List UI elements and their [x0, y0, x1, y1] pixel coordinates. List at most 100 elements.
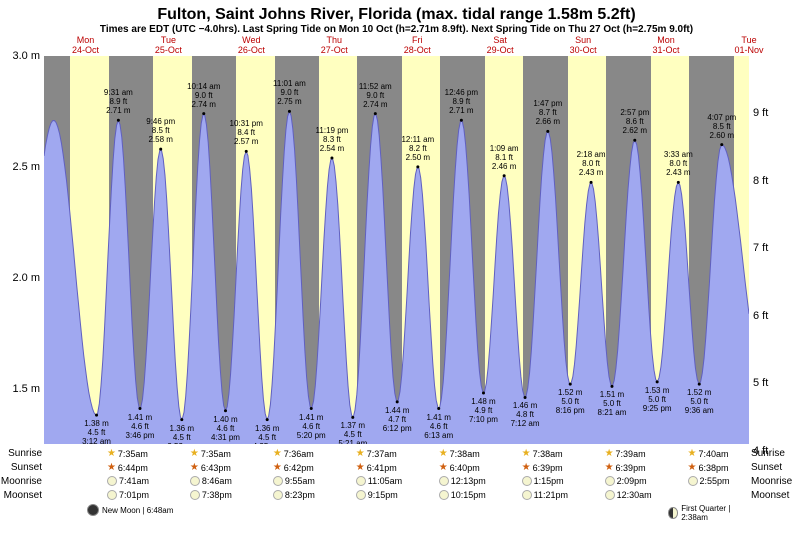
sun-icon: ★: [605, 462, 614, 473]
peak-dot: [437, 407, 440, 410]
peak-dot: [396, 400, 399, 403]
y-right-tick: 6 ft: [753, 310, 793, 322]
moon-icon: [356, 490, 366, 500]
peak-dot: [482, 392, 485, 395]
moon-icon: [107, 476, 117, 486]
y-left-tick: 2.5 m: [0, 161, 40, 173]
peak-dot: [590, 181, 593, 184]
sunset-label-right: Sunset: [751, 462, 793, 473]
peak-label: 1.44 m4.7 ft6:12 pm: [374, 406, 420, 433]
sun-icon: ★: [107, 462, 116, 473]
row-moonset-item: 7:01pm: [107, 490, 149, 500]
moon-icon: [190, 476, 200, 486]
peak-dot: [698, 383, 701, 386]
peak-dot: [224, 409, 227, 412]
row-sunset-item: ★6:44pm: [107, 462, 148, 473]
moonset-row: Moonset Moonset 7:01pm7:38pm8:23pm9:15pm…: [44, 490, 749, 504]
moon-phase-label: New Moon | 6:48am: [102, 506, 173, 515]
peak-label: 1:47 pm8.7 ft2.66 m: [525, 99, 571, 126]
row-sunset-item: ★6:38pm: [688, 462, 729, 473]
star-icon: ★: [605, 448, 614, 459]
footer-rows: Sunrise Sunrise ★7:35am★7:35am★7:36am★7:…: [44, 448, 749, 518]
moon-phase: New Moon | 6:48am: [87, 504, 173, 516]
sun-icon: ★: [273, 462, 282, 473]
row-moonset-item: 10:15pm: [439, 490, 486, 500]
y-left-tick: 2.0 m: [0, 272, 40, 284]
sunrise-label-right: Sunrise: [751, 448, 793, 459]
row-moonrise-item: 12:13pm: [439, 476, 486, 486]
row-sunrise-item: ★7:38am: [439, 448, 480, 459]
peak-label: 1.52 m5.0 ft9:36 am: [676, 388, 722, 415]
x-date-label: Fri28-Oct: [397, 35, 437, 55]
y-right-tick: 5 ft: [753, 377, 793, 389]
peak-label: 1.41 m4.6 ft3:46 pm: [117, 413, 163, 440]
tide-chart: Fulton, Saint Johns River, Florida (max.…: [0, 0, 793, 539]
moonrise-row: Moonrise Moonrise 7:41am8:46am9:55am11:0…: [44, 476, 749, 490]
y-left-tick: 1.5 m: [0, 383, 40, 395]
row-moonrise-item: 2:55pm: [688, 476, 730, 486]
peak-dot: [351, 416, 354, 419]
sun-icon: ★: [439, 462, 448, 473]
peak-label: 1.41 m4.6 ft6:13 am: [416, 413, 462, 440]
peak-dot: [95, 414, 98, 417]
row-sunset-item: ★6:41pm: [356, 462, 397, 473]
sun-icon: ★: [688, 462, 697, 473]
peak-dot: [720, 143, 723, 146]
peak-dot: [180, 418, 183, 421]
sunset-row: Sunset Sunset ★6:44pm★6:43pm★6:42pm★6:41…: [44, 462, 749, 476]
x-date-label: Sun30-Oct: [563, 35, 603, 55]
star-icon: ★: [356, 448, 365, 459]
peak-dot: [117, 119, 120, 122]
moon-icon: [605, 476, 615, 486]
y-right-tick: 7 ft: [753, 242, 793, 254]
peak-label: 2:57 pm8.6 ft2.62 m: [612, 108, 658, 135]
peak-dot: [374, 112, 377, 115]
y-left-tick: 3.0 m: [0, 50, 40, 62]
peak-dot: [245, 150, 248, 153]
x-date-label: Mon24-Oct: [65, 35, 105, 55]
peak-label: 1.38 m4.5 ft3:12 am: [74, 419, 120, 444]
star-icon: ★: [439, 448, 448, 459]
moonphase-row: New Moon | 6:48amFirst Quarter | 2:38am: [44, 504, 749, 518]
sun-icon: ★: [190, 462, 199, 473]
peak-label: 1.41 m4.6 ft5:20 pm: [288, 413, 334, 440]
row-sunrise-item: ★7:39am: [605, 448, 646, 459]
plot-area: 1.38 m4.5 ft3:12 am9:31 am8.9 ft2.71 m1.…: [44, 56, 749, 444]
star-icon: ★: [273, 448, 282, 459]
peak-label: 2:18 am8.0 ft2.43 m: [568, 150, 614, 177]
moonrise-label-right: Moonrise: [751, 476, 793, 487]
x-date-label: Mon31-Oct: [646, 35, 686, 55]
peak-label: 1.37 m4.5 ft5:21 am: [330, 421, 376, 444]
x-date-label: Thu27-Oct: [314, 35, 354, 55]
row-sunset-item: ★6:40pm: [439, 462, 480, 473]
peak-label: 9:46 pm8.5 ft2.58 m: [138, 117, 184, 144]
peak-dot: [546, 130, 549, 133]
peak-label: 1.52 m5.0 ft8:16 pm: [547, 388, 593, 415]
peak-dot: [202, 112, 205, 115]
moon-icon: [688, 476, 698, 486]
row-sunrise-item: ★7:35am: [190, 448, 231, 459]
row-moonset-item: 12:30am: [605, 490, 652, 500]
row-moonrise-item: 11:05am: [356, 476, 402, 486]
moon-icon: [605, 490, 615, 500]
peak-label: 1.53 m5.0 ft9:25 pm: [634, 386, 680, 413]
peak-label: 11:01 am9.0 ft2.75 m: [266, 79, 312, 106]
peak-dot: [656, 380, 659, 383]
peak-dot: [524, 396, 527, 399]
peak-dot: [159, 148, 162, 151]
peak-label: 3:33 am8.0 ft2.43 m: [655, 150, 701, 177]
moon-icon: [439, 490, 449, 500]
peak-dot: [460, 119, 463, 122]
peak-dot: [569, 383, 572, 386]
moonset-label-right: Moonset: [751, 490, 793, 501]
row-moonrise-item: 8:46am: [190, 476, 232, 486]
moonset-label-left: Moonset: [0, 490, 42, 501]
row-sunrise-item: ★7:37am: [356, 448, 397, 459]
peak-dot: [677, 181, 680, 184]
moon-icon: [522, 476, 532, 486]
chart-title: Fulton, Saint Johns River, Florida (max.…: [0, 0, 793, 24]
moon-icon: [190, 490, 200, 500]
peak-dot: [610, 385, 613, 388]
moon-icon: [273, 490, 283, 500]
moon-phase: First Quarter | 2:38am: [668, 504, 749, 522]
